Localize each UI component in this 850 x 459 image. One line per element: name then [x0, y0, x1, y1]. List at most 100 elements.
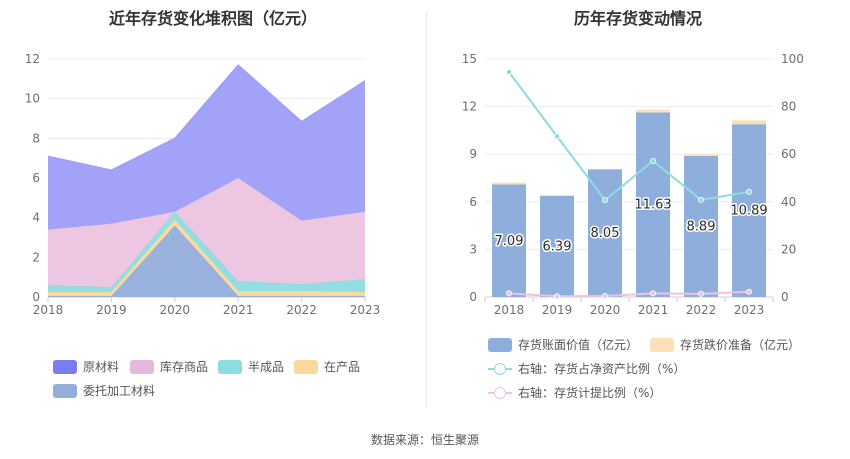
bar-segment	[492, 184, 526, 297]
legend-item[interactable]: 右轴：存货计提比例（%）	[488, 384, 661, 401]
x-tick-label: 2021	[223, 303, 254, 317]
x-tick-label: 2018	[33, 303, 64, 317]
bar-value-label: 7.09	[495, 234, 524, 249]
x-tick-label: 2020	[590, 303, 621, 317]
bar-segment	[492, 182, 526, 185]
panel-divider	[426, 12, 427, 407]
line-point	[602, 293, 609, 300]
y-tick-label: 10	[25, 92, 40, 106]
line-point	[602, 197, 609, 204]
y-tick-label: 9	[469, 147, 477, 161]
bar-segment	[732, 124, 766, 297]
legend-label: 右轴：存货占净资产比例（%）	[518, 362, 686, 376]
legend-label: 半成品	[248, 360, 285, 374]
y2-tick-label: 0	[781, 290, 789, 304]
legend-label: 库存商品	[160, 360, 209, 374]
bar-value-label: 10.89	[730, 204, 767, 219]
bar-segment	[636, 112, 670, 297]
bar-segment	[636, 109, 670, 113]
legend-label: 存货账面价值（亿元）	[518, 338, 639, 352]
y-tick-label: 15	[462, 52, 477, 66]
area-edge-原材料	[47, 64, 366, 171]
legend-swatch	[130, 359, 154, 374]
legend-item[interactable]: 存货账面价值（亿元）	[488, 336, 638, 353]
x-tick-label: 2018	[494, 303, 525, 317]
legend-item[interactable]: 原材料	[53, 358, 119, 375]
bar-value-label: 8.89	[687, 219, 716, 234]
x-tick-label: 2019	[96, 303, 127, 317]
legend-swatch	[488, 337, 512, 352]
area-在产品	[48, 219, 365, 297]
legend-item[interactable]: 半成品	[218, 358, 284, 375]
y-tick-label: 0	[32, 290, 40, 304]
area-半成品	[48, 211, 365, 293]
y-tick-label: 8	[32, 131, 40, 145]
legend-swatch	[488, 386, 512, 400]
legend-item[interactable]: 右轴：存货占净资产比例（%）	[488, 360, 685, 377]
legend-item[interactable]: 在产品	[294, 358, 360, 375]
legend-swatch	[650, 337, 674, 352]
line-point	[505, 69, 512, 76]
legend-label: 在产品	[324, 360, 361, 374]
y-tick-label: 2	[32, 250, 40, 264]
bar-segment	[732, 120, 766, 125]
bar-segment	[540, 195, 574, 297]
line-series	[508, 290, 750, 298]
area-edge-在产品	[48, 218, 366, 293]
bar-segment	[540, 195, 574, 196]
bar-value-label: 8.05	[591, 226, 620, 241]
legend-item[interactable]: 库存商品	[130, 358, 208, 375]
y2-tick-label: 100	[781, 52, 804, 66]
line-point	[746, 288, 753, 295]
bar-segment	[684, 155, 718, 297]
y-tick-label: 12	[25, 52, 40, 66]
line-point	[650, 290, 657, 297]
legend-swatch	[53, 383, 77, 398]
right-chart-title: 历年存货变动情况	[573, 9, 702, 28]
line-point	[746, 188, 753, 195]
area-edge-库存商品	[47, 177, 366, 231]
legend-item[interactable]: 存货跌价准备（亿元）	[650, 336, 800, 353]
legend-swatch	[53, 359, 77, 374]
legend-label: 存货跌价准备（亿元）	[680, 338, 801, 352]
legend-swatch	[488, 362, 512, 376]
legend-label: 右轴：存货计提比例（%）	[518, 386, 662, 400]
bar-value-label: 11.63	[634, 198, 671, 213]
x-tick-label: 2023	[350, 303, 381, 317]
y2-tick-label: 60	[781, 147, 796, 161]
area-原材料	[48, 64, 365, 230]
legend-label: 委托加工材料	[83, 384, 156, 398]
legend-swatch	[294, 359, 318, 374]
y2-tick-label: 20	[781, 242, 796, 256]
bar-segment	[684, 154, 718, 156]
y2-tick-label: 40	[781, 195, 796, 209]
line-point	[554, 133, 561, 140]
legend-label: 原材料	[83, 360, 120, 374]
x-tick-label: 2023	[734, 303, 765, 317]
bar-value-label: 6.39	[543, 239, 572, 254]
line-point	[505, 290, 512, 297]
x-tick-label: 2019	[542, 303, 573, 317]
x-tick-label: 2022	[686, 303, 717, 317]
line-point	[650, 157, 657, 164]
line-point	[698, 196, 705, 203]
legend-item[interactable]: 委托加工材料	[53, 382, 155, 399]
line-series	[508, 71, 750, 202]
legend-swatch	[218, 359, 242, 374]
y-tick-label: 12	[462, 100, 477, 114]
bar-segment	[588, 168, 622, 170]
line-point	[698, 290, 705, 297]
y-tick-label: 0	[469, 290, 477, 304]
area-库存商品	[48, 178, 365, 288]
x-tick-label: 2020	[160, 303, 191, 317]
y-tick-label: 6	[32, 171, 40, 185]
y-tick-label: 3	[469, 242, 477, 256]
y-tick-label: 6	[469, 195, 477, 209]
y-tick-label: 4	[32, 211, 40, 225]
x-tick-label: 2021	[638, 303, 669, 317]
data-source-note: 数据来源：恒生聚源	[370, 433, 479, 447]
left-chart-title: 近年存货变化堆积图（亿元）	[108, 9, 317, 28]
y2-tick-label: 80	[781, 100, 796, 114]
x-tick-label: 2022	[286, 303, 317, 317]
